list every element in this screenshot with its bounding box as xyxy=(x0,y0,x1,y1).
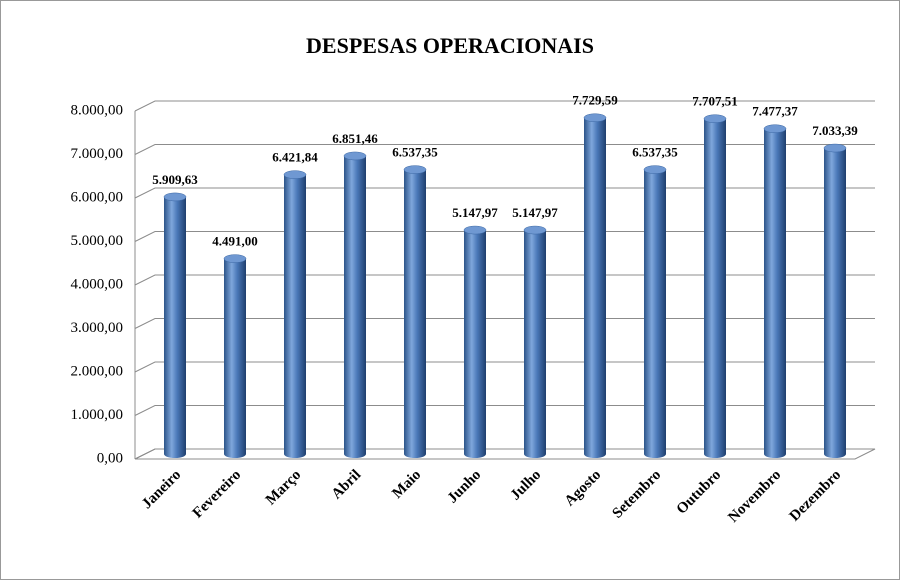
bar xyxy=(343,151,367,458)
bar xyxy=(703,114,727,458)
chart-title: DESPESAS OPERACIONAIS xyxy=(306,33,594,58)
bar-top xyxy=(403,165,427,174)
bar xyxy=(403,165,427,458)
data-label: 5.909,63 xyxy=(152,172,198,187)
bar-top xyxy=(583,113,607,123)
bar xyxy=(463,225,487,458)
bar-body xyxy=(404,169,426,458)
grid-line xyxy=(134,144,875,155)
bar-top xyxy=(223,254,247,263)
bar xyxy=(283,170,307,458)
bar-body xyxy=(284,174,306,458)
bar-body xyxy=(164,196,186,458)
bar-body xyxy=(644,169,666,458)
y-tick-label: 0,00 xyxy=(97,450,123,466)
bar-body xyxy=(824,148,846,458)
bar-body xyxy=(584,117,606,459)
bar xyxy=(223,254,247,458)
data-label: 7.477,37 xyxy=(752,104,798,119)
bar-top xyxy=(163,192,187,202)
bar xyxy=(523,225,547,458)
bar-top xyxy=(763,124,787,133)
data-label: 4.491,00 xyxy=(212,234,258,249)
data-label: 7.707,51 xyxy=(692,94,738,109)
y-tick-label: 8.000,00 xyxy=(71,102,124,118)
data-label: 6.537,35 xyxy=(632,145,678,160)
data-label: 5.147,97 xyxy=(452,205,498,220)
bar-top xyxy=(643,165,667,174)
y-tick-label: 7.000,00 xyxy=(71,146,124,162)
y-tick-label: 3.000,00 xyxy=(71,320,124,336)
bar xyxy=(583,113,607,459)
data-label: 6.537,35 xyxy=(392,145,438,160)
bar-body xyxy=(764,128,786,458)
data-label: 5.147,97 xyxy=(512,205,558,220)
data-label: 7.033,39 xyxy=(812,123,858,138)
data-label: 7.729,59 xyxy=(572,93,618,108)
bar-top xyxy=(283,170,307,179)
y-tick-label: 4.000,00 xyxy=(71,276,124,292)
bar-body xyxy=(224,258,246,458)
grid-line xyxy=(134,448,875,460)
data-label: 6.421,84 xyxy=(272,150,318,165)
y-tick-label: 1.000,00 xyxy=(71,407,124,423)
grid-line xyxy=(134,187,875,199)
grid-line xyxy=(134,405,875,416)
bar-body xyxy=(704,118,726,458)
bar xyxy=(823,143,847,458)
bar-top xyxy=(523,225,547,235)
grid-line xyxy=(134,231,875,242)
grid-line xyxy=(134,361,875,373)
bar-body xyxy=(464,230,486,458)
bar xyxy=(763,124,787,458)
data-label: 6.851,46 xyxy=(332,131,378,146)
bar-body xyxy=(344,155,366,458)
y-tick-label: 5.000,00 xyxy=(71,233,124,249)
grid-line xyxy=(134,318,875,329)
bar-top xyxy=(823,143,847,153)
bar-body xyxy=(524,230,546,458)
bar-top xyxy=(343,151,367,161)
bar xyxy=(643,165,667,458)
y-tick-label: 2.000,00 xyxy=(71,363,124,379)
y-tick-label: 6.000,00 xyxy=(71,189,124,205)
grid-line xyxy=(134,274,875,286)
grid-line xyxy=(134,100,875,112)
bar-top xyxy=(703,114,727,123)
bar xyxy=(163,192,187,458)
bar-top xyxy=(463,225,487,235)
